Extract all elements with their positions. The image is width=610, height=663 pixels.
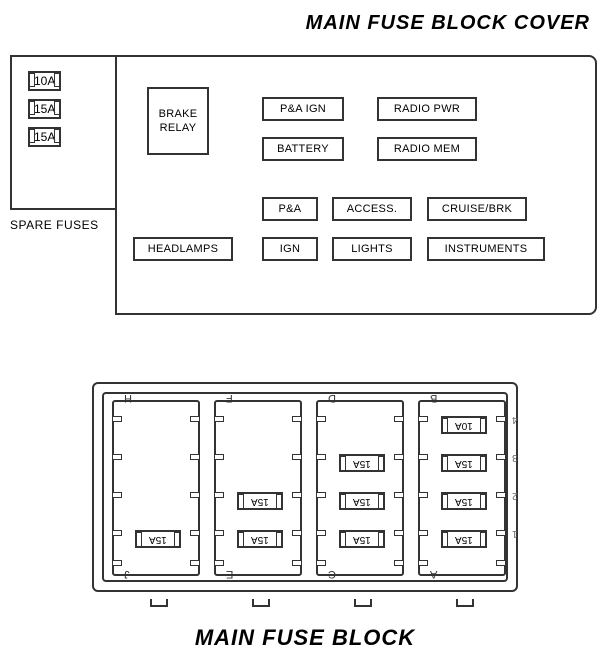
pin (496, 492, 506, 498)
col-label-F: F (226, 392, 233, 404)
pin (418, 492, 428, 498)
pin (292, 530, 302, 536)
cover-slot-5: ACCESS. (332, 197, 412, 221)
pin (214, 416, 224, 422)
pin (214, 454, 224, 460)
row-num-3: 3 (512, 452, 518, 463)
pin (496, 560, 506, 566)
pin (190, 560, 200, 566)
fuse-3-0: 10A (441, 416, 487, 434)
pin (394, 454, 404, 460)
pin (418, 454, 428, 460)
fuse-column-1: 15A 15A (214, 400, 302, 576)
pin (292, 560, 302, 566)
spare-fuse-1: 15A (28, 99, 61, 119)
row-num-2: 2 (512, 490, 518, 501)
cover-slot-8: IGN (262, 237, 318, 261)
fuse-2-2: 15A (339, 492, 385, 510)
row-num-1: 1 (512, 528, 518, 539)
fuse-3-1: 15A (441, 454, 487, 472)
pin (418, 530, 428, 536)
pin (394, 530, 404, 536)
pin (418, 416, 428, 422)
col-label-C: C (328, 568, 336, 580)
fuse-1-2: 15A (237, 492, 283, 510)
col-label-B: B (430, 392, 437, 404)
spare-fuse-2: 15A (28, 127, 61, 147)
brake-relay-cover: BRAKE RELAY (147, 87, 209, 155)
col-label-E: E (226, 568, 233, 580)
col-label-A: A (430, 568, 437, 580)
notch-1 (150, 599, 168, 607)
spare-fuse-0: 10A (28, 71, 61, 91)
pin (214, 560, 224, 566)
pin (394, 492, 404, 498)
cover-slot-9: LIGHTS (332, 237, 412, 261)
pin (418, 560, 428, 566)
fuse-column-0: 15A (112, 400, 200, 576)
pin (190, 454, 200, 460)
fuse-0-3: 15A (135, 530, 181, 548)
cover-slot-7: HEADLAMPS (133, 237, 233, 261)
pin (214, 530, 224, 536)
main-fuse-block: BRAKE RELAY 15A15A15A15A15A15A10A15A15A1… (80, 370, 530, 605)
col-label-D: D (328, 392, 336, 404)
pin (112, 560, 122, 566)
title-bottom: MAIN FUSE BLOCK (195, 625, 415, 651)
cover-slot-1: RADIO PWR (377, 97, 477, 121)
title-top: MAIN FUSE BLOCK COVER (306, 12, 590, 35)
cover-box: BRAKE RELAY P&A IGN RADIO PWR BATTERY RADIO… (115, 55, 597, 315)
pin (496, 416, 506, 422)
pin (214, 492, 224, 498)
fuse-3-3: 15A (441, 530, 487, 548)
fuse-2-3: 15A (339, 530, 385, 548)
pin (112, 454, 122, 460)
cover-slot-3: RADIO MEM (377, 137, 477, 161)
pin (496, 454, 506, 460)
cover-slot-6: CRUISE/BRK (427, 197, 527, 221)
col-label-J: J (124, 568, 130, 580)
pin (292, 492, 302, 498)
pin (190, 530, 200, 536)
cover-slot-4: P&A (262, 197, 318, 221)
pin (316, 530, 326, 536)
fuse-3-2: 15A (441, 492, 487, 510)
fuse-column-2: 15A 15A 15A (316, 400, 404, 576)
pin (190, 492, 200, 498)
pin (292, 454, 302, 460)
spare-fuses-label: SPARE FUSES (10, 218, 99, 232)
cover-slot-0: P&A IGN (262, 97, 344, 121)
pin (394, 560, 404, 566)
pin (292, 416, 302, 422)
pin (496, 530, 506, 536)
row-num-4: 4 (512, 414, 518, 425)
notch-3 (354, 599, 372, 607)
notch-2 (252, 599, 270, 607)
pin (316, 416, 326, 422)
spare-fuses-box: 10A 15A 15A (10, 55, 117, 210)
pin (394, 416, 404, 422)
fuse-1-3: 15A (237, 530, 283, 548)
fuse-2-1: 15A (339, 454, 385, 472)
notch-4 (456, 599, 474, 607)
pin (112, 492, 122, 498)
fuse-column-3: 10A 15A 15A 15A (418, 400, 506, 576)
cover-slot-10: INSTRUMENTS (427, 237, 545, 261)
pin (316, 492, 326, 498)
cover-slot-2: BATTERY (262, 137, 344, 161)
pin (316, 454, 326, 460)
pin (316, 560, 326, 566)
col-label-H: H (124, 392, 132, 404)
pin (190, 416, 200, 422)
pin (112, 416, 122, 422)
pin (112, 530, 122, 536)
